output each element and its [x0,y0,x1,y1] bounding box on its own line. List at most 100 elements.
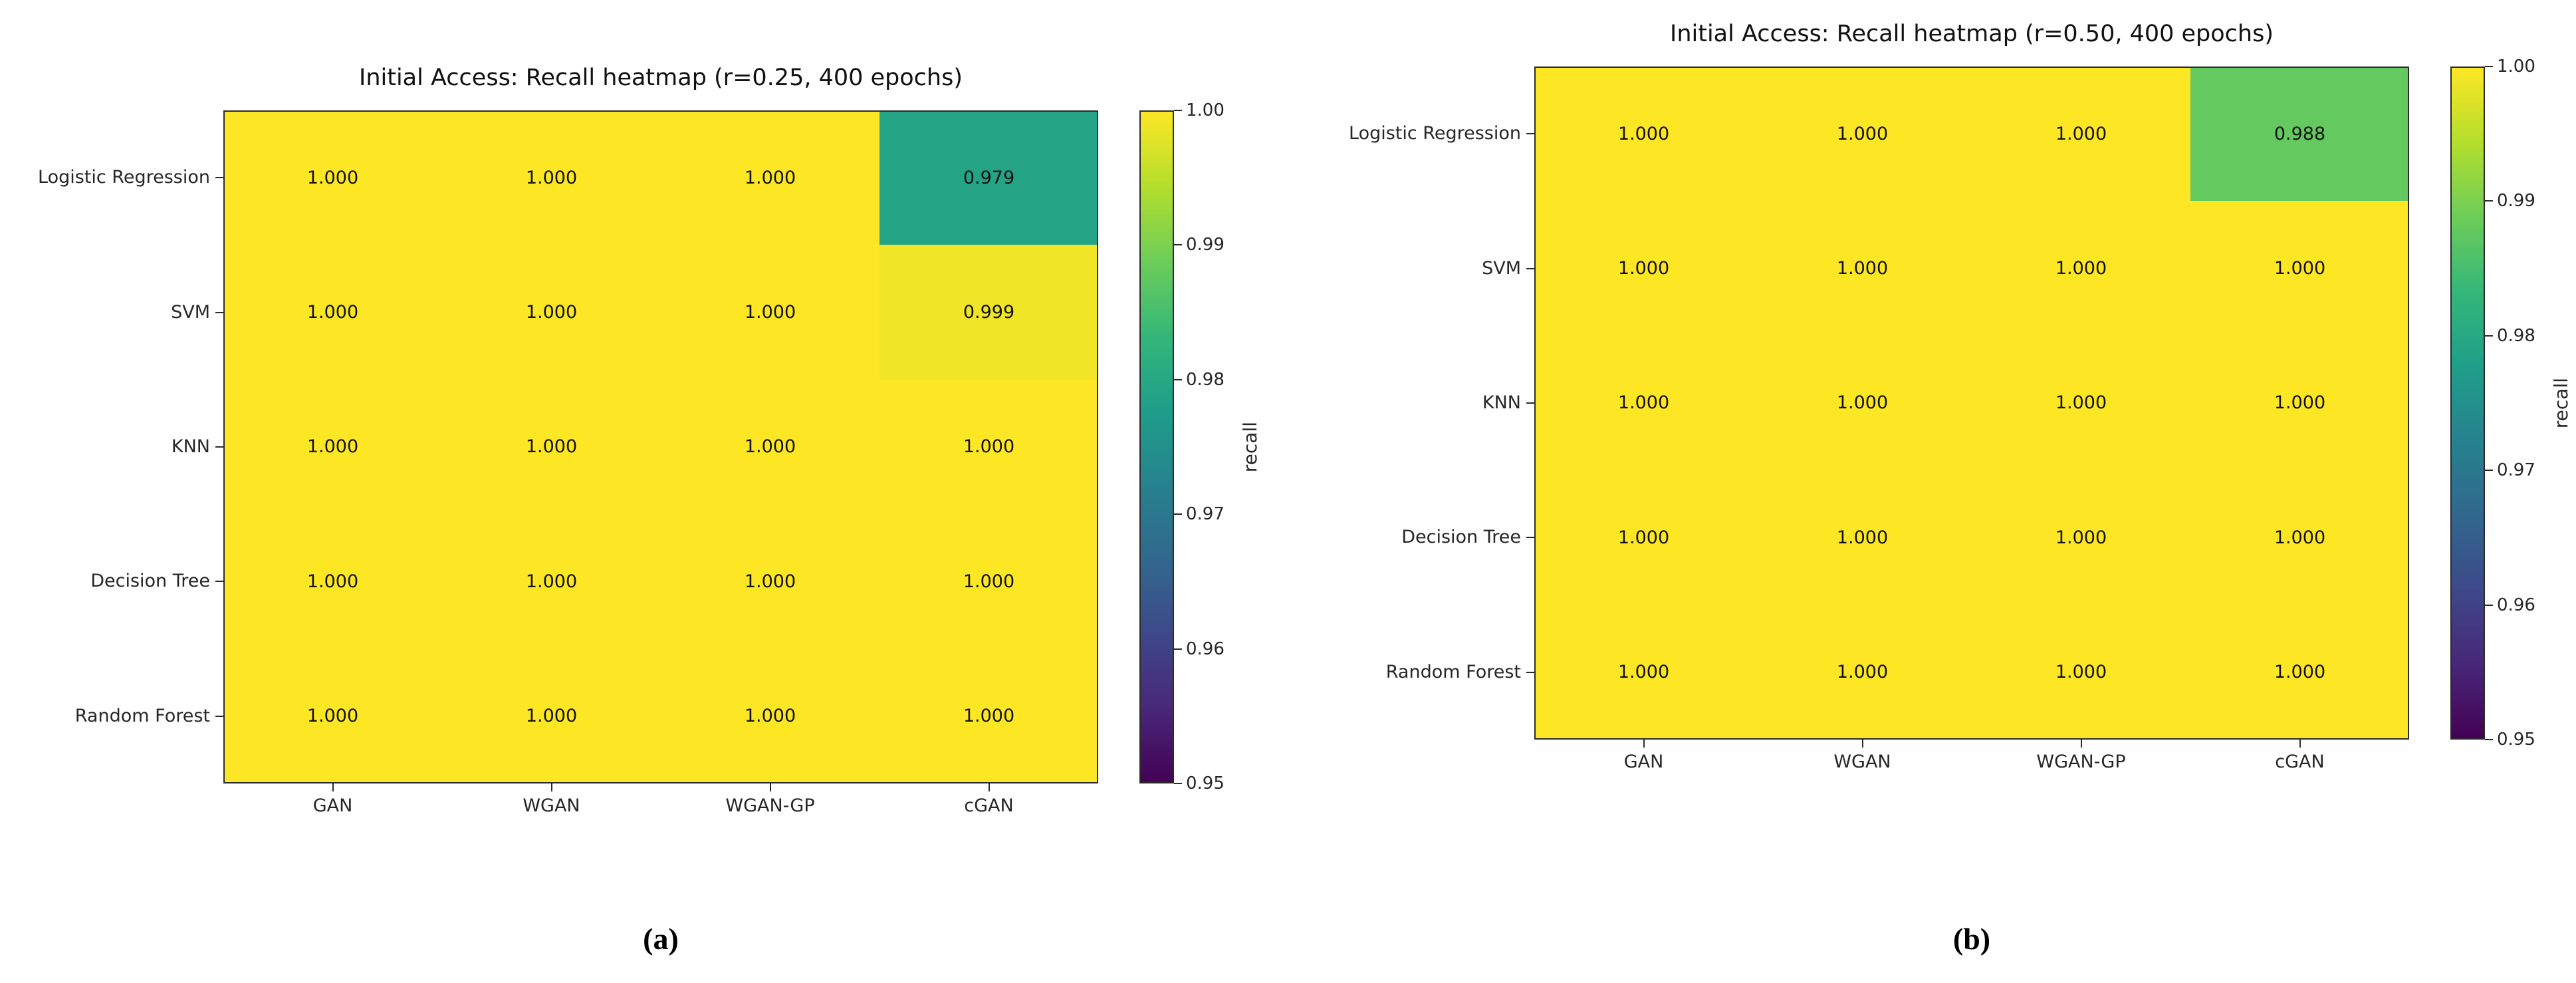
x-tick-mark [1643,740,1645,748]
colorbar [1139,110,1174,783]
heatmap-cell: 1.000 [442,648,661,783]
heatmap-cells: 1.000 1.000 1.000 0.988 1.000 1.000 1.000 1.000… [1534,67,2409,740]
heatmap-cell: 1.000 [879,379,1098,515]
colorbar-tick-mark [2485,66,2493,67]
colorbar-tick-label: 0.95 [1186,773,1225,793]
heatmap-cell: 1.000 [1753,335,1972,471]
heatmap-cell: 1.000 [661,245,879,380]
panel-caption: (b) [1952,922,1991,956]
y-tick-label: Logistic Regression [38,167,210,188]
heatmap-cell: 1.000 [2190,605,2409,740]
colorbar-tick-mark [2485,200,2493,202]
y-tick-mark [1526,402,1534,404]
colorbar-tick-mark [1174,513,1182,515]
y-tick-mark [1526,537,1534,539]
colorbar-tick-mark [1174,378,1182,380]
heatmap-cell: 1.000 [442,110,661,245]
heatmap-cell: 1.000 [661,110,879,245]
y-tick-mark [215,715,223,717]
y-tick-label: Random Forest [74,705,210,726]
y-tick-label: SVM [171,301,210,323]
heatmap-cell: 1.000 [1534,605,1753,740]
y-tick-mark [215,581,223,583]
heatmap-cell: 1.000 [1753,470,1972,605]
heatmap-cell: 0.988 [2190,67,2409,202]
y-tick-mark [1526,671,1534,673]
heatmap: 1.000 1.000 1.000 0.979 1.000 1.000 1.000 0.999… [223,110,1098,783]
colorbar-label-wrap: recall [1239,110,1261,783]
colorbar-tick-mark [2485,470,2493,472]
y-tick-label: KNN [171,436,210,457]
heatmap-cell: 1.000 [879,648,1098,783]
heatmap-cell: 1.000 [2190,201,2409,336]
x-tick-mark [988,783,990,791]
figure-panel-a: Initial Access: Recall heatmap (r=0.25, … [38,65,1261,956]
heatmap-cell: 1.000 [1534,201,1753,336]
heatmap-cell: 1.000 [223,245,442,380]
x-tick-label: WGAN-GP [725,795,815,816]
heatmap-cell: 1.000 [2190,335,2409,471]
heatmap-cell: 1.000 [661,514,879,649]
heatmap-cell: 1.000 [1753,201,1972,336]
colorbar-tick-mark [1174,244,1182,246]
heatmap-cell: 1.000 [661,648,879,783]
x-tick-label: cGAN [964,795,1014,816]
y-tick-mark [215,177,223,179]
x-tick-mark [769,783,771,791]
colorbar-tick-label: 0.96 [1186,638,1225,659]
colorbar-tick-label: 1.00 [2497,57,2535,76]
figure-panel-b: Initial Access: Recall heatmap (r=0.50, … [1288,0,2576,983]
heatmap-cell: 1.000 [223,379,442,515]
heatmap-cell: 1.000 [442,379,661,515]
colorbar-label-wrap: recall [2550,67,2572,740]
heatmap-cell: 1.000 [223,110,442,245]
heatmap-cell: 0.979 [879,110,1098,245]
heatmap-cell: 1.000 [1972,605,2190,740]
colorbar-tick-mark [1174,783,1182,784]
heatmap-cell: 1.000 [1534,335,1753,471]
colorbar-tick-mark [2485,335,2493,337]
colorbar-axis-label: recall [2550,377,2572,429]
colorbar-axis-label: recall [1239,421,1261,473]
x-tick-mark [332,783,334,791]
x-tick-mark [550,783,552,791]
y-tick-label: Decision Tree [1401,527,1521,548]
x-tick-label: WGAN [1833,752,1891,772]
x-tick-label: WGAN [523,795,580,816]
y-tick-mark [1526,133,1534,135]
panel-caption: (a) [643,922,679,956]
x-tick-mark [1861,740,1863,748]
heatmap-cell: 1.000 [1972,201,2190,336]
colorbar-tick-mark [1174,648,1182,650]
heatmap: 1.000 1.000 1.000 0.988 1.000 1.000 1.000 1.000… [1534,67,2409,740]
heatmap-cell: 1.000 [1534,470,1753,605]
y-tick-label: SVM [1482,257,1521,279]
colorbar-tick-label: 0.95 [2497,730,2535,750]
chart-title: Initial Access: Recall heatmap (r=0.25, … [359,65,963,91]
heatmap-cell: 1.000 [1972,470,2190,605]
heatmap-cell: 1.000 [1753,67,1972,202]
heatmap-cell: 1.000 [1753,605,1972,740]
y-tick-label: KNN [1482,392,1521,413]
heatmap-cell: 1.000 [1972,67,2190,202]
colorbar-tick-label: 0.99 [1186,235,1225,255]
y-tick-mark [215,446,223,448]
heatmap-cell: 1.000 [442,514,661,649]
colorbar-tick-label: 0.97 [1186,504,1225,525]
heatmap-cell: 1.000 [661,379,879,515]
colorbar-tick-label: 0.98 [2497,325,2535,346]
heatmap-cell: 1.000 [2190,470,2409,605]
x-tick-label: GAN [312,795,353,816]
heatmap-cell: 1.000 [1972,335,2190,471]
heatmap-cell: 1.000 [442,245,661,380]
y-tick-label: Logistic Regression [1349,123,1521,144]
heatmap-cell: 1.000 [223,514,442,649]
colorbar [2450,67,2485,740]
y-tick-mark [215,311,223,313]
x-tick-label: GAN [1623,752,1664,772]
colorbar-tick-mark [1174,110,1182,111]
x-tick-mark [2299,740,2301,748]
colorbar-tick-label: 0.97 [2497,460,2535,481]
colorbar-tick-label: 0.96 [2497,595,2535,615]
